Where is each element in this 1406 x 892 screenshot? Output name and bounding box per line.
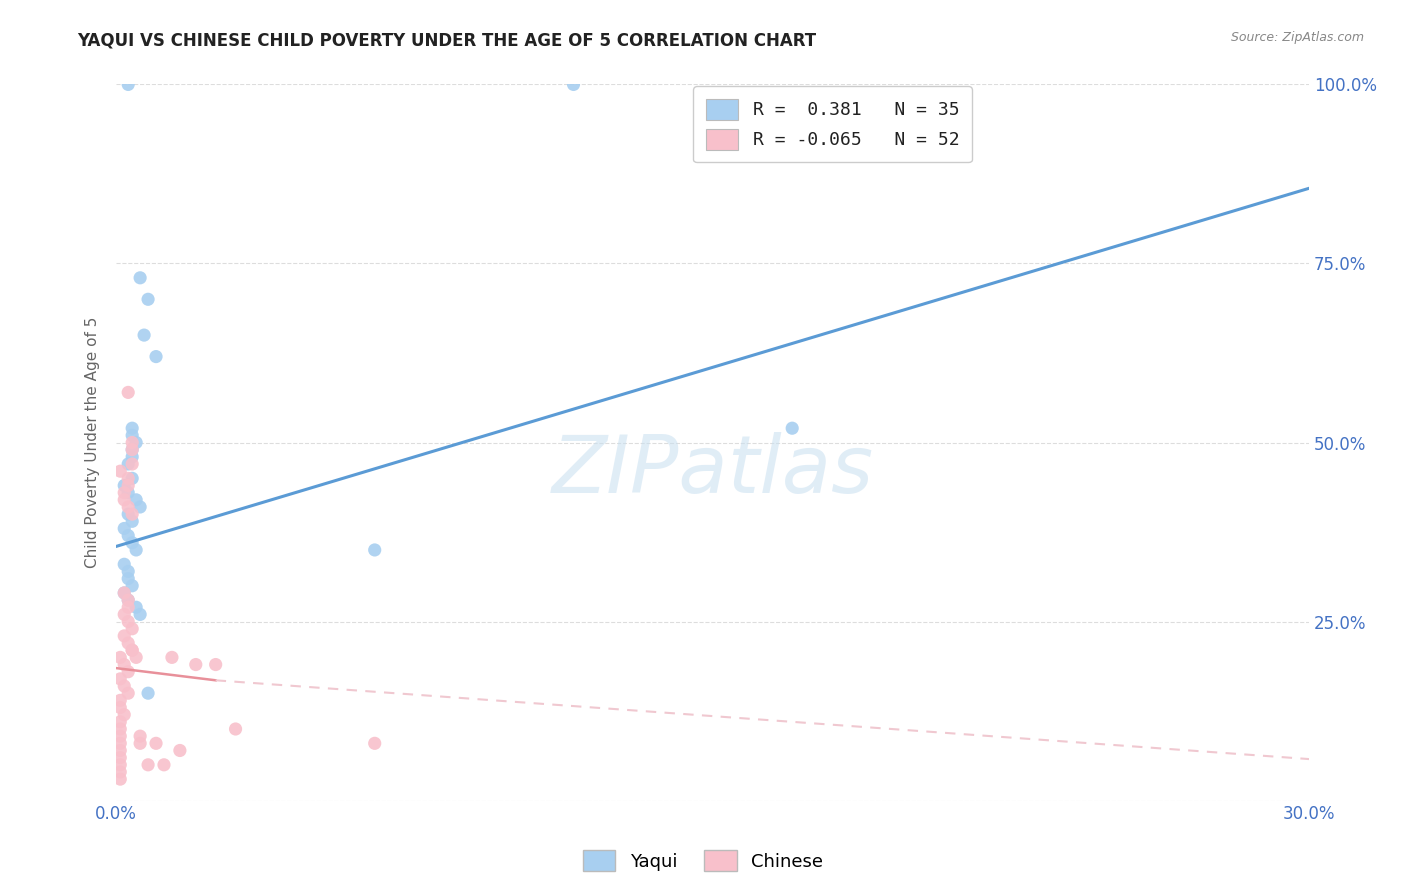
Point	[117, 457, 139, 471]
Point	[117, 565, 139, 579]
Point	[184, 657, 207, 672]
Point	[117, 572, 139, 586]
Point	[225, 722, 247, 736]
Point	[112, 478, 135, 492]
Point	[110, 464, 132, 478]
Point	[110, 714, 132, 729]
Point	[117, 593, 139, 607]
Point	[117, 500, 139, 514]
Point	[121, 442, 143, 457]
Point	[125, 600, 148, 615]
Point	[125, 543, 148, 558]
Point	[129, 729, 152, 743]
Point	[110, 743, 132, 757]
Point	[145, 736, 167, 750]
Point	[110, 672, 132, 686]
Legend: Yaqui, Chinese: Yaqui, Chinese	[575, 843, 831, 879]
Point	[136, 293, 159, 307]
Point	[121, 435, 143, 450]
Y-axis label: Child Poverty Under the Age of 5: Child Poverty Under the Age of 5	[86, 317, 100, 568]
Point	[112, 707, 135, 722]
Point	[136, 757, 159, 772]
Point	[125, 650, 148, 665]
Point	[112, 558, 135, 572]
Point	[364, 543, 387, 558]
Point	[364, 736, 387, 750]
Point	[125, 492, 148, 507]
Point	[169, 743, 191, 757]
Point	[121, 450, 143, 464]
Point	[145, 350, 167, 364]
Point	[136, 686, 159, 700]
Point	[117, 507, 139, 521]
Point	[117, 615, 139, 629]
Point	[129, 736, 152, 750]
Point	[117, 485, 139, 500]
Point	[121, 643, 143, 657]
Point	[129, 270, 152, 285]
Point	[117, 385, 139, 400]
Point	[110, 722, 132, 736]
Point	[121, 428, 143, 442]
Point	[129, 500, 152, 514]
Point	[121, 579, 143, 593]
Point	[117, 78, 139, 92]
Point	[121, 507, 143, 521]
Point	[117, 593, 139, 607]
Point	[110, 750, 132, 764]
Point	[121, 442, 143, 457]
Point	[112, 521, 135, 535]
Point	[132, 328, 155, 343]
Point	[112, 629, 135, 643]
Point	[110, 700, 132, 714]
Point	[117, 478, 139, 492]
Point	[112, 657, 135, 672]
Point	[121, 643, 143, 657]
Point	[112, 492, 135, 507]
Point	[110, 772, 132, 786]
Point	[110, 757, 132, 772]
Point	[160, 650, 183, 665]
Text: Source: ZipAtlas.com: Source: ZipAtlas.com	[1230, 31, 1364, 45]
Point	[110, 764, 132, 779]
Legend: R =  0.381   N = 35, R = -0.065   N = 52: R = 0.381 N = 35, R = -0.065 N = 52	[693, 87, 972, 162]
Point	[112, 586, 135, 600]
Point	[121, 421, 143, 435]
Point	[121, 514, 143, 528]
Point	[112, 586, 135, 600]
Point	[117, 665, 139, 679]
Point	[125, 435, 148, 450]
Point	[562, 78, 585, 92]
Point	[129, 607, 152, 622]
Point	[112, 607, 135, 622]
Point	[117, 636, 139, 650]
Point	[110, 736, 132, 750]
Text: ZIPatlas: ZIPatlas	[551, 433, 873, 510]
Text: YAQUI VS CHINESE CHILD POVERTY UNDER THE AGE OF 5 CORRELATION CHART: YAQUI VS CHINESE CHILD POVERTY UNDER THE…	[77, 31, 817, 49]
Point	[121, 536, 143, 550]
Point	[112, 485, 135, 500]
Point	[121, 471, 143, 485]
Point	[117, 600, 139, 615]
Point	[204, 657, 226, 672]
Point	[117, 686, 139, 700]
Point	[121, 622, 143, 636]
Point	[121, 457, 143, 471]
Point	[117, 528, 139, 542]
Point	[780, 421, 803, 435]
Point	[110, 650, 132, 665]
Point	[112, 679, 135, 693]
Point	[153, 757, 176, 772]
Point	[110, 729, 132, 743]
Point	[110, 693, 132, 707]
Point	[117, 471, 139, 485]
